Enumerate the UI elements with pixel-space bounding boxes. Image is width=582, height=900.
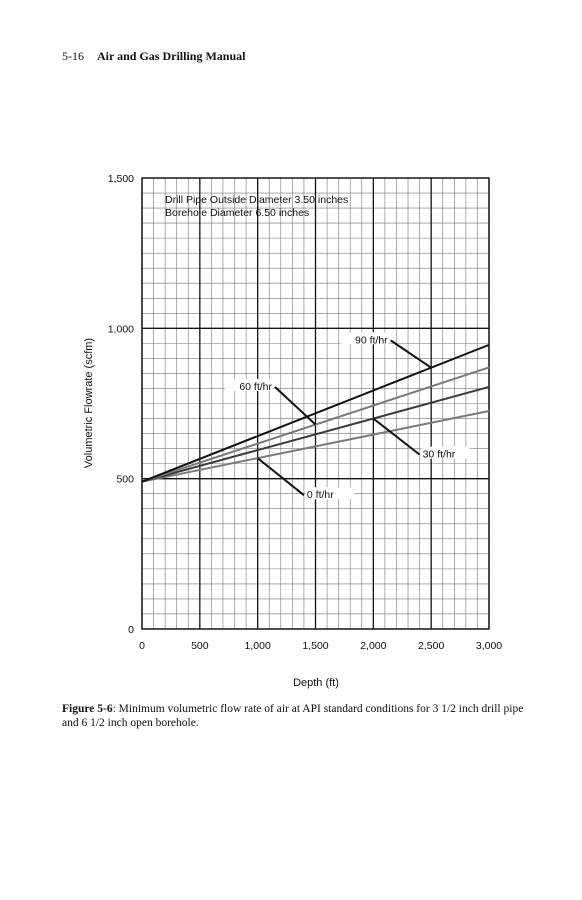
series-label: 0 ft/hr [307,489,334,501]
x-tick-labels: 0 500 1,000 1,500 2,000 2,500 3,000 [139,640,502,652]
label-leader [274,386,317,426]
figure-label: Figure 5-6 [62,703,113,715]
label-backdrop [305,487,354,500]
label-leader [390,339,432,369]
figure-caption: Figure 5-6: Minimum volumetric flow rate… [62,702,532,730]
y-tick-label: 1,000 [108,323,134,335]
x-tick-label: 500 [191,640,209,652]
plot-area [141,177,490,630]
x-axis-label: Depth (ft) [293,677,339,689]
label-backdrop [340,332,389,345]
label-leaders [257,339,432,496]
label-backdrop [421,446,470,459]
y-tick-label: 1,500 [108,173,134,185]
y-tick-label: 500 [116,474,134,486]
x-tick-label: 2,000 [360,640,386,652]
x-tick-label: 1,000 [245,640,271,652]
label-backdrop [225,378,274,391]
chart-notes: Drill Pipe Outside Diameter 3.50 inchesB… [165,194,348,219]
y-axis-label: Volumetric Flowrate (scfm) [83,338,95,468]
label-leader [372,417,421,456]
series-label: 90 ft/hr [355,334,388,346]
series-label: 60 ft/hr [239,381,272,393]
series-label: 30 ft/hr [423,449,456,461]
x-tick-label: 3,000 [476,640,502,652]
chart-annotation: Drill Pipe Outside Diameter 3.50 inches [165,194,348,206]
chart-annotation: Borehole Diameter 6.50 inches [165,207,309,219]
label-leader [257,457,305,496]
x-tick-label: 1,500 [302,640,328,652]
y-tick-label: 0 [128,624,134,636]
series-line [141,366,490,483]
x-tick-label: 0 [139,640,145,652]
series-line [141,410,490,483]
caption-text: : Minimum volumetric flow rate of air at… [62,703,524,729]
x-tick-label: 2,500 [418,640,444,652]
flowrate-chart: 0 ft/hr 30 ft/hr 60 ft/hr 90 ft/hr 0 500 1,00… [83,173,502,689]
series-line [141,385,490,483]
series-layer [141,343,490,483]
book-title: Air and Gas Drilling Manual [97,49,246,63]
y-tick-labels: 0 500 1,000 1,500 [108,173,134,636]
running-head: 5-16 Air and Gas Drilling Manual [62,49,245,64]
series-labels: 0 ft/hr 30 ft/hr 60 ft/hr 90 ft/hr [225,332,470,501]
page-number: 5-16 [62,49,84,63]
